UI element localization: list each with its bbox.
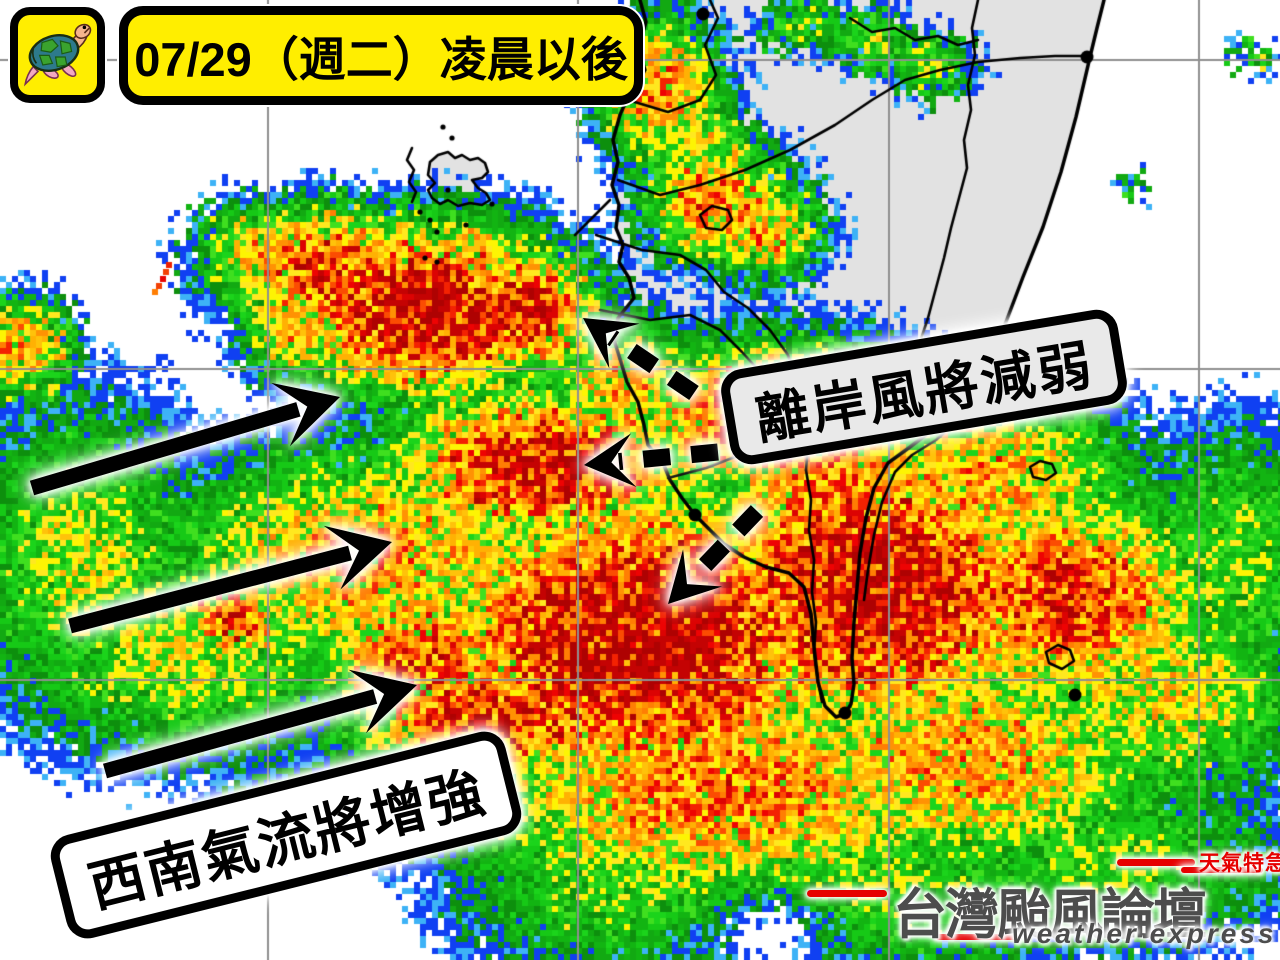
date-banner: 07/29（週二）凌晨以後	[119, 6, 643, 105]
watermark-accent-line	[1117, 859, 1195, 866]
watermark-title: 台灣颱風論壇	[893, 885, 1207, 945]
watermark-tagline: 天氣特急	[1199, 852, 1280, 875]
turtle-icon	[23, 23, 91, 87]
watermark-accent-line	[936, 934, 1021, 940]
turtle-logo	[10, 7, 105, 103]
watermark-subtitle: weather express	[1012, 918, 1277, 949]
watermark-accent-line	[807, 890, 887, 897]
watermark-accent-line	[1181, 867, 1263, 873]
date-label: 07/29（週二）凌晨以後	[134, 33, 628, 86]
